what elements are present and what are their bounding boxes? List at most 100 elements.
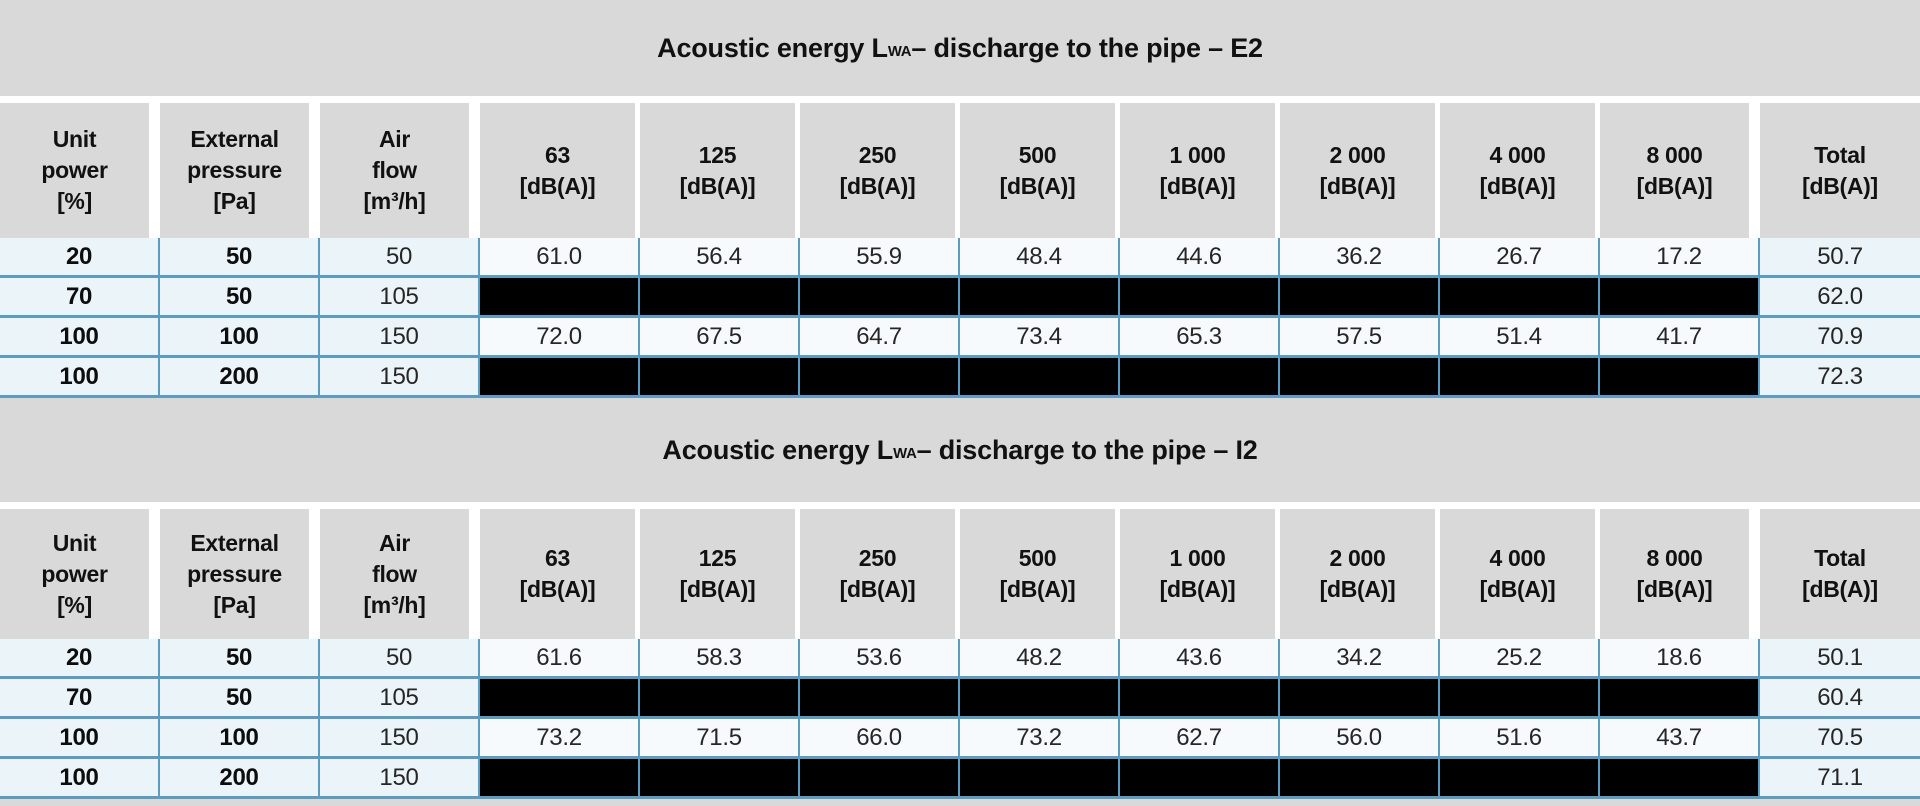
header-line: 1 000 — [1169, 141, 1226, 168]
cell-band-4000: 26.7 — [1440, 238, 1600, 275]
header-line: [m³/h] — [363, 591, 426, 618]
redacted-cell-band-500 — [960, 358, 1120, 395]
cell-band-125: 58.3 — [640, 639, 800, 676]
cell-band-8000: 41.7 — [1600, 318, 1760, 355]
cell-unit-power: 100 — [0, 719, 160, 756]
header-line: Unit — [52, 126, 97, 152]
cell-band-125: 56.4 — [640, 238, 800, 275]
header-band-4000: 4 000 [dB(A)] — [1440, 509, 1600, 639]
header-line: Unit — [52, 529, 97, 556]
cell-air-flow: 150 — [320, 719, 480, 756]
redacted-cell-band-125 — [640, 679, 800, 716]
redacted-cell-band-250 — [800, 679, 960, 716]
redacted-cell-band-2000 — [1280, 679, 1440, 716]
redacted-cell-band-500 — [960, 278, 1120, 315]
redacted-cell-band-4000 — [1440, 358, 1600, 395]
header-line: pressure — [187, 157, 282, 183]
cell-band-250: 53.6 — [800, 639, 960, 676]
redacted-cell-band-1000 — [1120, 358, 1280, 395]
header-band-8000: 8 000 [dB(A)] — [1600, 103, 1760, 238]
cell-band-1000: 44.6 — [1120, 238, 1280, 275]
header-line: 250 — [858, 545, 897, 571]
cell-band-4000: 51.6 — [1440, 719, 1600, 756]
redacted-cell-band-2000 — [1280, 278, 1440, 315]
header-line: [dB(A)] — [1319, 172, 1396, 199]
header-band-1000: 1 000 [dB(A)] — [1120, 103, 1280, 238]
header-line: 63 — [545, 545, 570, 571]
cell-band-500: 48.2 — [960, 639, 1120, 676]
cell-unit-power: 70 — [0, 679, 160, 716]
header-line: pressure — [187, 560, 282, 587]
table-row: 20 50 50 61.6 58.3 53.6 48.2 43.6 34.2 25.2 18.6 50… — [0, 639, 1920, 679]
table-row: 100 200 150 72.3 — [0, 358, 1920, 398]
redacted-cell-band-8000 — [1600, 679, 1760, 716]
header-line: [%] — [57, 188, 92, 214]
redacted-cell-band-8000 — [1600, 358, 1760, 395]
header-line: Air — [378, 529, 411, 556]
table-row: 20 50 50 61.0 56.4 55.9 48.4 44.6 36.2 26.7 17.2 50… — [0, 238, 1920, 278]
redacted-cell-band-4000 — [1440, 679, 1600, 716]
header-band-250: 250 [dB(A)] — [800, 103, 960, 238]
cell-band-2000: 34.2 — [1280, 639, 1440, 676]
header-line: [dB(A)] — [1636, 576, 1713, 602]
header-band-250: 250 [dB(A)] — [800, 509, 960, 639]
header-line: [dB(A)] — [1636, 172, 1713, 199]
header-unit-power: Unit power [%] — [0, 103, 160, 238]
cell-band-250: 66.0 — [800, 719, 960, 756]
header-band-500: 500 [dB(A)] — [960, 103, 1120, 238]
cell-air-flow: 50 — [320, 639, 480, 676]
cell-external-pressure: 100 — [160, 318, 320, 355]
title-text: Acoustic energy L — [657, 32, 888, 63]
cell-band-4000: 51.4 — [1440, 318, 1600, 355]
cell-band-63: 73.2 — [480, 719, 640, 756]
redacted-cell-band-63 — [480, 278, 640, 315]
cell-total: 72.3 — [1760, 358, 1920, 395]
title-subscript: WA — [887, 44, 912, 61]
redacted-cell-band-2000 — [1280, 759, 1440, 796]
header-line: 8 000 — [1646, 545, 1703, 571]
cell-band-250: 55.9 — [800, 238, 960, 275]
header-line: Total — [1814, 141, 1866, 168]
cell-air-flow: 150 — [320, 358, 480, 395]
header-line: power — [41, 157, 108, 183]
redacted-cell-band-8000 — [1600, 278, 1760, 315]
cell-band-500: 73.4 — [960, 318, 1120, 355]
redacted-cell-band-1000 — [1120, 679, 1280, 716]
header-separator — [0, 96, 1920, 103]
cell-air-flow: 105 — [320, 278, 480, 315]
header-line: flow — [372, 157, 417, 183]
cell-unit-power: 100 — [0, 759, 160, 796]
title-text: – discharge to the pipe – I2 — [916, 434, 1258, 465]
redacted-cell-band-63 — [480, 358, 640, 395]
redacted-cell-band-125 — [640, 358, 800, 395]
cell-band-125: 67.5 — [640, 318, 800, 355]
redacted-cell-band-125 — [640, 759, 800, 796]
cell-band-2000: 36.2 — [1280, 238, 1440, 275]
cell-external-pressure: 50 — [160, 238, 320, 275]
cell-band-125: 71.5 — [640, 719, 800, 756]
header-line: [Pa] — [213, 188, 256, 214]
header-line: Total — [1814, 545, 1866, 571]
cell-air-flow: 150 — [320, 759, 480, 796]
redacted-cell-band-1000 — [1120, 278, 1280, 315]
redacted-cell-band-500 — [960, 679, 1120, 716]
header-line: [dB(A)] — [839, 172, 916, 199]
header-line: 500 — [1018, 141, 1057, 168]
cell-total: 50.7 — [1760, 238, 1920, 275]
cell-unit-power: 70 — [0, 278, 160, 315]
header-band-63: 63 [dB(A)] — [480, 509, 640, 639]
table-row: 100 100 150 72.0 67.5 64.7 73.4 65.3 57.5 51.4 41.… — [0, 318, 1920, 358]
redacted-cell-band-63 — [480, 759, 640, 796]
header-separator — [0, 502, 1920, 509]
table-row: 70 50 105 60.4 — [0, 679, 1920, 719]
header-line: flow — [372, 560, 417, 587]
redacted-cell-band-4000 — [1440, 759, 1600, 796]
header-line: [dB(A)] — [1479, 172, 1556, 199]
header-line: [dB(A)] — [1319, 576, 1396, 602]
header-line: [dB(A)] — [999, 576, 1076, 602]
header-line: 8 000 — [1646, 141, 1703, 168]
header-line: power — [41, 560, 108, 587]
header-line: [dB(A)] — [1802, 576, 1878, 602]
cell-external-pressure: 200 — [160, 759, 320, 796]
header-line: 125 — [698, 545, 737, 571]
